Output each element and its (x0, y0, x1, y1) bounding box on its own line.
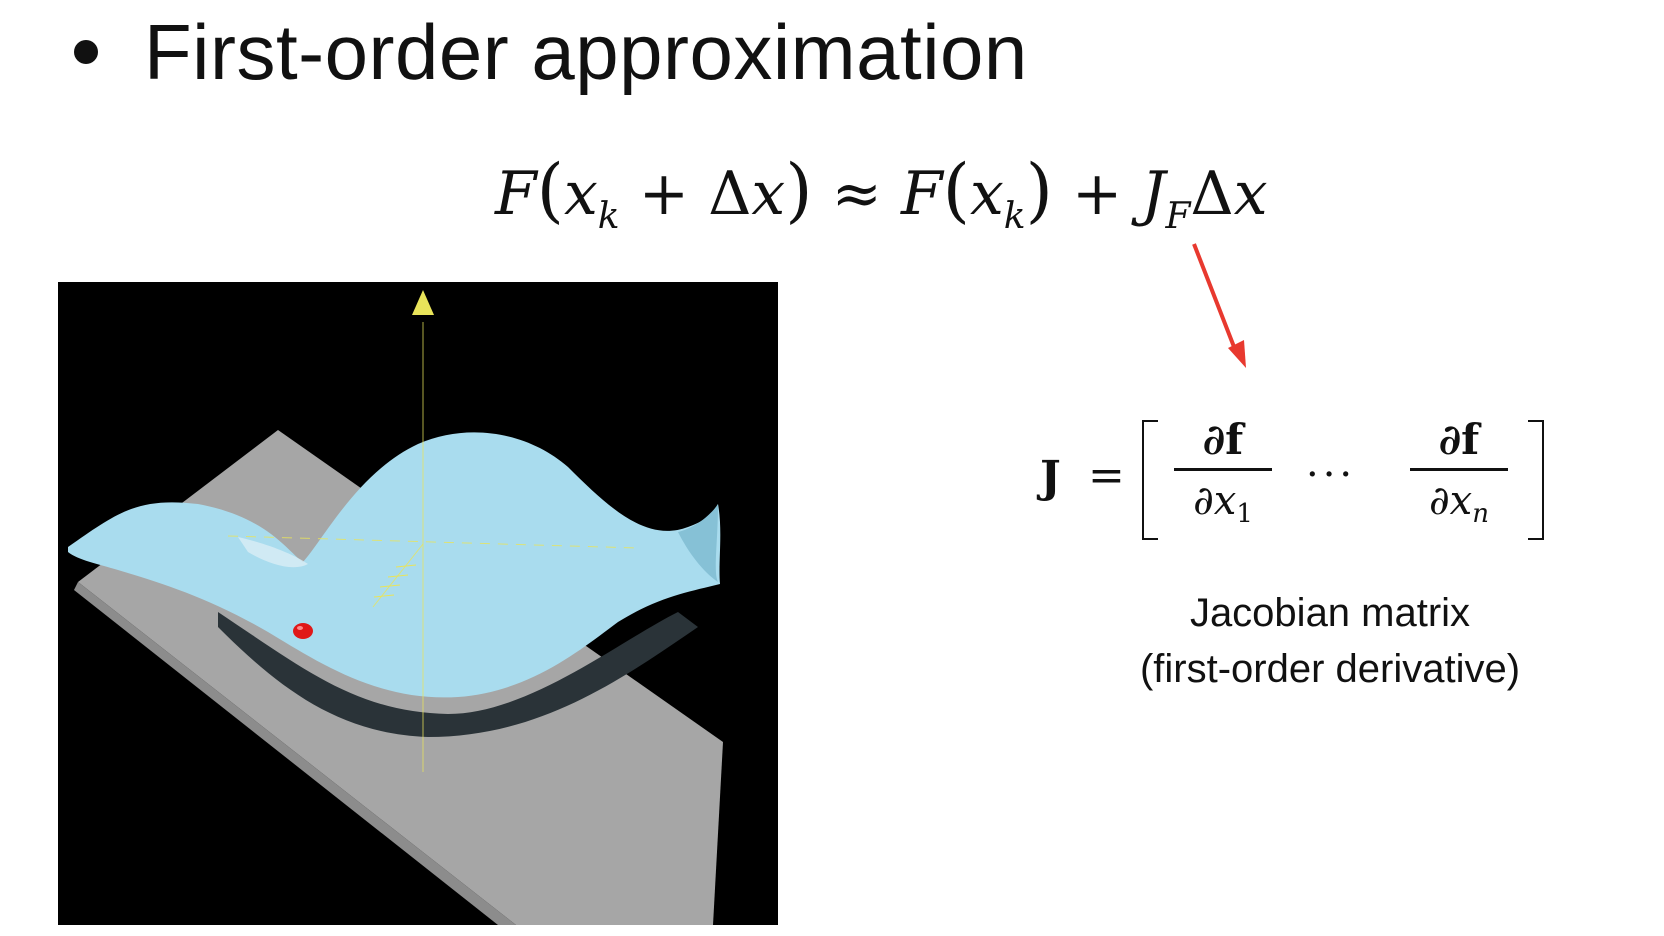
frac1-den-var: ∂x (1193, 478, 1237, 524)
eq-lhs-x: x (563, 159, 598, 229)
partial-fraction-n: ∂f ∂xn (1404, 412, 1514, 529)
bullet-icon (74, 40, 98, 64)
3d-surface-tangent-plane-image (68, 290, 723, 925)
taylor-equation: F(xk + Δx) ≈ F(xk) + JFΔx (495, 149, 1268, 237)
frac1-bar (1174, 468, 1272, 471)
slide-heading: First-order approximation (144, 8, 1028, 96)
eq-rhs-F: F (901, 159, 943, 229)
caption-line-1: Jacobian matrix (1189, 591, 1471, 635)
ellipsis: ··· (1306, 452, 1357, 498)
jacobian-symbol: J (1040, 452, 1061, 503)
axis-arrow-icon (412, 290, 434, 315)
eq-rhs-dx: x (1233, 159, 1268, 229)
frac2-numerator: ∂f (1438, 415, 1480, 464)
saddle-surface (68, 432, 721, 698)
eq-J: J (1141, 159, 1166, 229)
frac1-numerator: ∂f (1202, 415, 1244, 464)
eq-rhs-delta: Δ (1190, 159, 1234, 229)
partial-fraction-1: ∂f ∂x1 (1168, 412, 1278, 529)
caption-line-2: (first-order derivative) (1139, 647, 1521, 691)
eq-plus: + (638, 159, 689, 229)
eq-lhs-F: F (495, 159, 537, 229)
eq-dx: x (751, 159, 786, 229)
eq-rhs-plus: + (1072, 159, 1123, 229)
jacobian-caption: Jacobian matrix (first-order derivative) (1090, 585, 1570, 697)
surface-plot-figure (58, 282, 778, 925)
eq-lhs-k: k (597, 196, 620, 237)
eq-rhs-x: x (969, 159, 1004, 229)
surface-shadow (218, 612, 698, 737)
jacobian-equals: = (1088, 450, 1125, 501)
eq-J-sub: F (1165, 196, 1191, 237)
frac1-den-sub: 1 (1236, 499, 1253, 529)
eq-delta: Δ (708, 159, 752, 229)
horizontal-axis (227, 535, 639, 549)
red-arrow-icon (1192, 243, 1246, 368)
frac1-denominator: ∂x1 (1168, 471, 1278, 529)
red-point-marker (293, 623, 313, 639)
bullet-heading-row: First-order approximation (74, 2, 1028, 102)
frac2-den-sub: n (1472, 499, 1489, 529)
left-bracket (1142, 420, 1158, 540)
frac2-denominator: ∂xn (1404, 471, 1514, 529)
jacobian-formula: J = ∂f ∂x1 ··· ∂f ∂xn (1040, 400, 1560, 560)
frac2-bar (1410, 468, 1508, 471)
right-bracket (1528, 420, 1544, 540)
frac2-den-var: ∂x (1429, 478, 1473, 524)
eq-rhs-k: k (1003, 196, 1026, 237)
eq-approx: ≈ (831, 159, 882, 229)
